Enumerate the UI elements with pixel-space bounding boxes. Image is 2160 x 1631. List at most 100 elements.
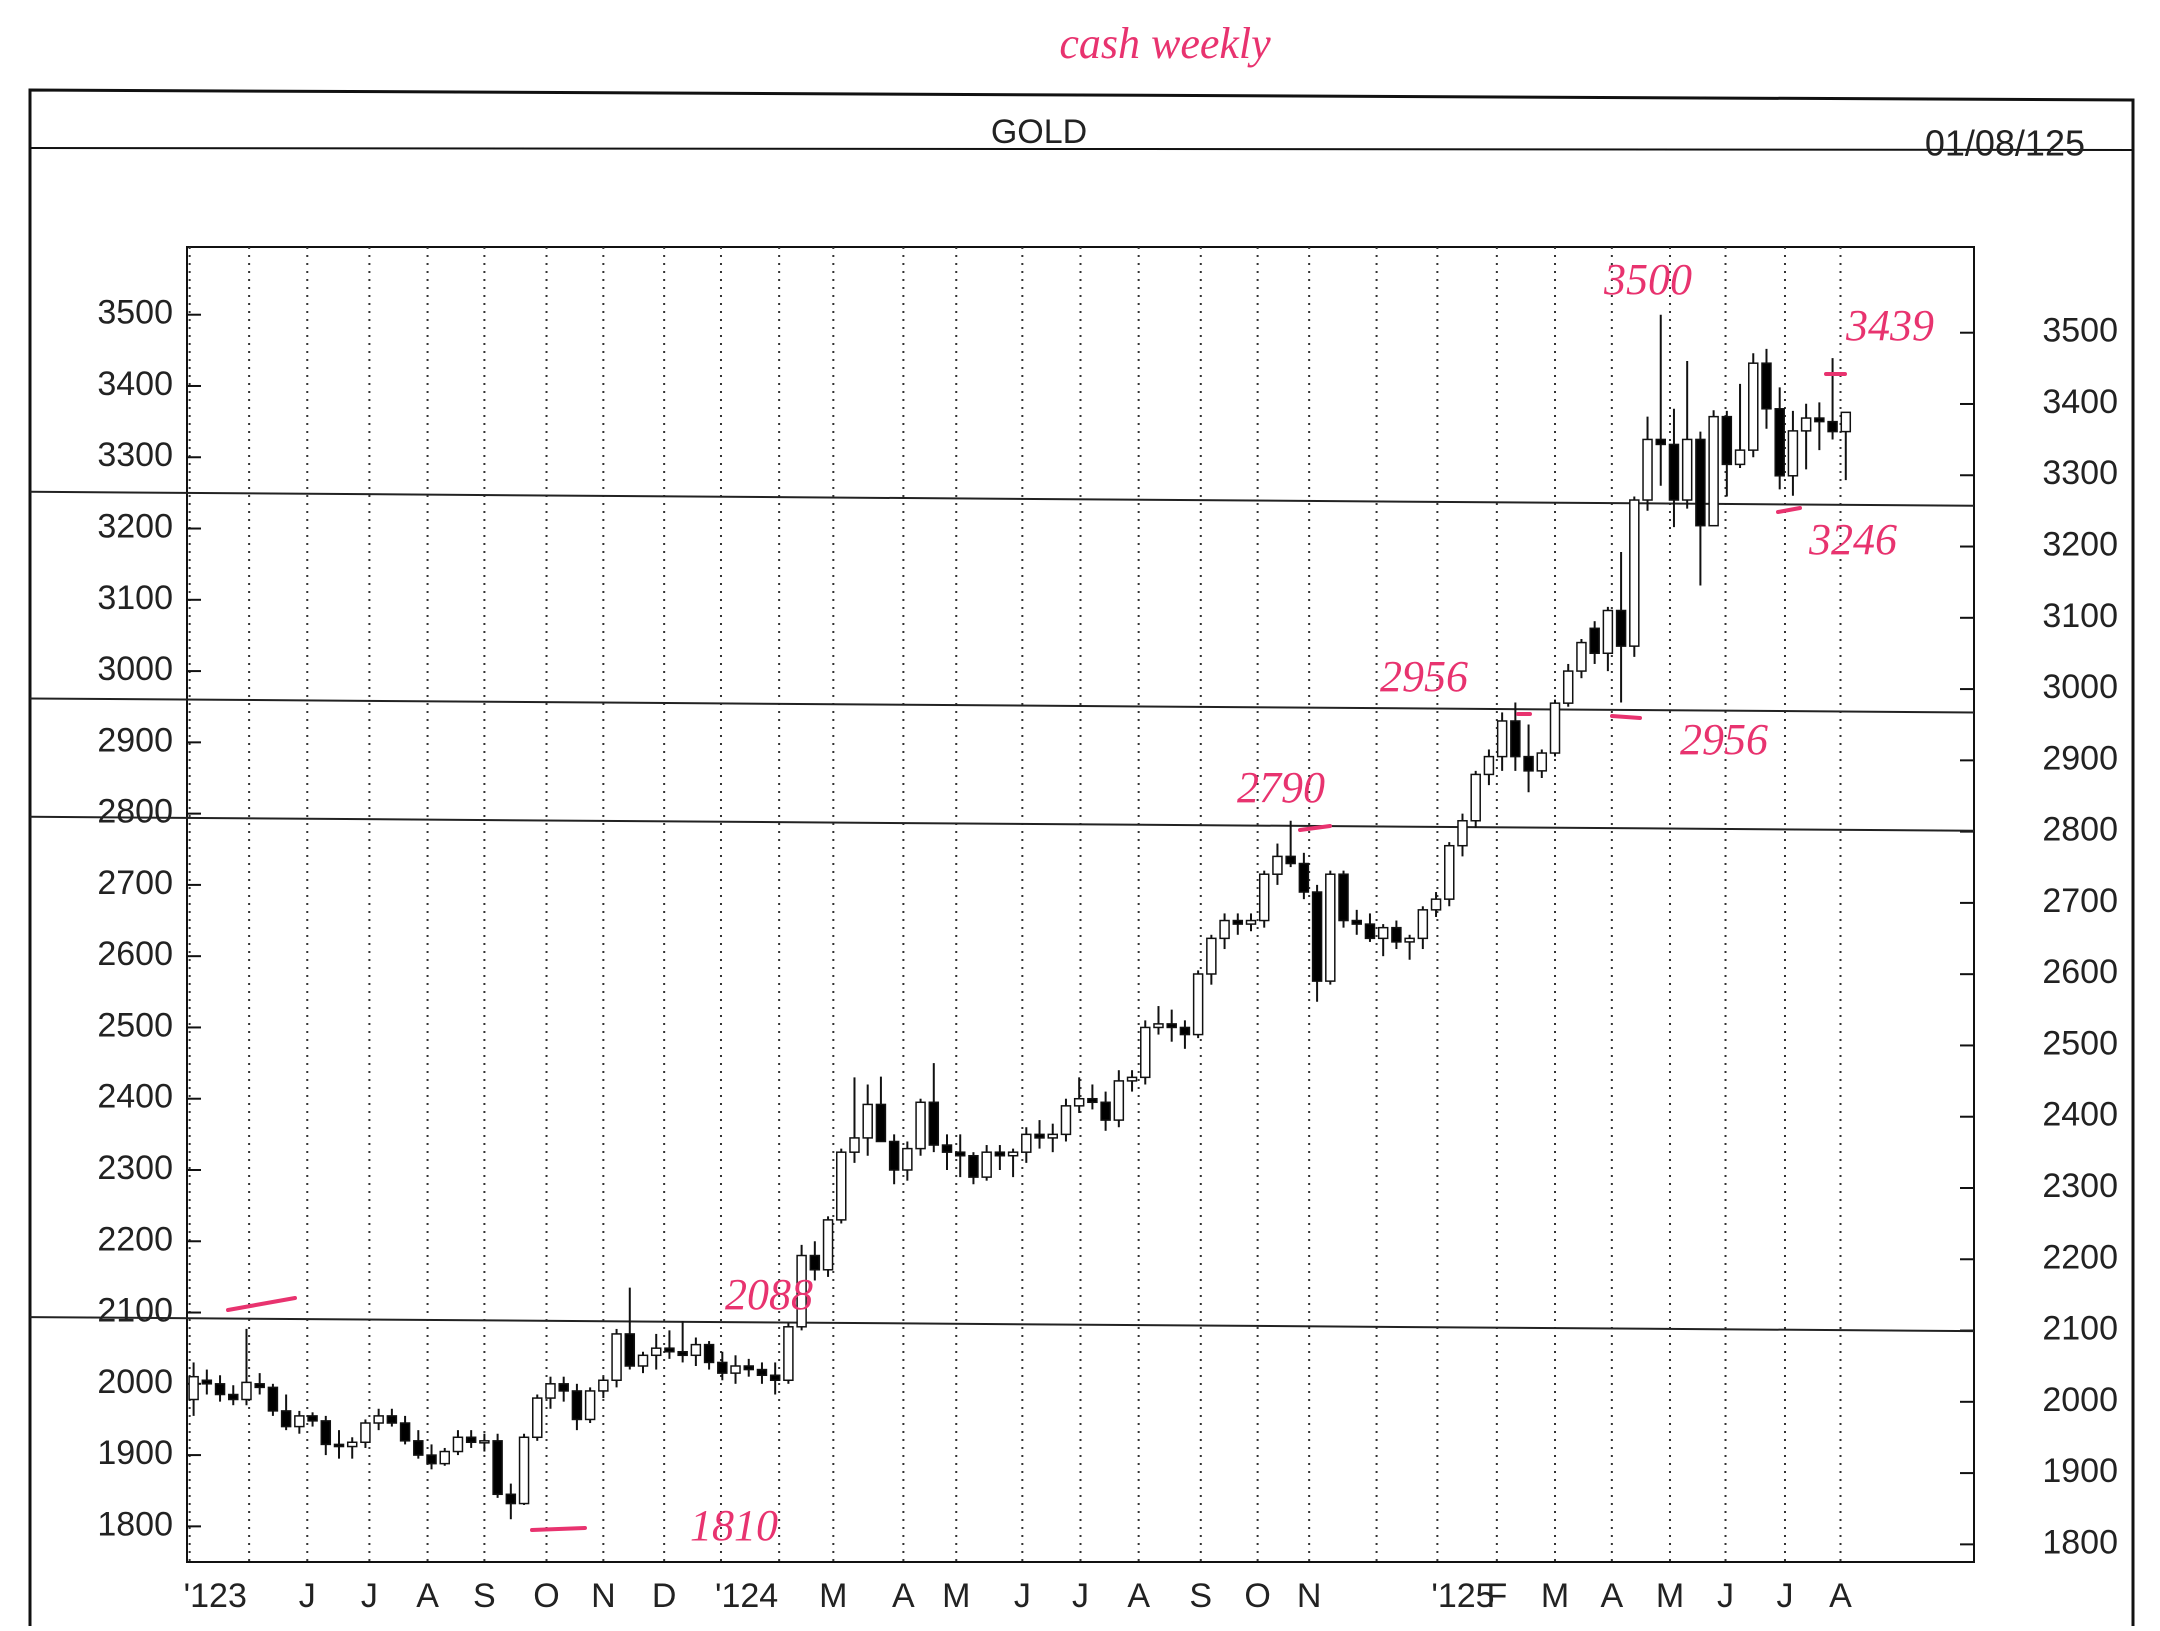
candle-body xyxy=(1060,1105,1072,1136)
candle-body xyxy=(703,1343,715,1364)
candle-body xyxy=(267,1386,279,1412)
candle-body xyxy=(954,1151,966,1157)
x-tick-label: J xyxy=(299,1577,316,1615)
y-tick-label: 2500 xyxy=(2042,1024,2118,1062)
x-tick-label: J xyxy=(361,1577,378,1615)
frame xyxy=(28,88,2135,1626)
candle-body xyxy=(1761,362,1772,410)
y-tick-label: 3100 xyxy=(2042,597,2118,635)
level-line xyxy=(29,815,1975,832)
y-tick-label: 2800 xyxy=(2042,811,2118,849)
y-tick-label: 2300 xyxy=(2042,1167,2118,1205)
x-tick-label: S xyxy=(1189,1577,1212,1615)
y-tick-label: 1900 xyxy=(2042,1452,2118,1490)
y-tick-label: 2600 xyxy=(2042,953,2118,991)
x-tick-label: J xyxy=(1014,1577,1031,1615)
candle-body xyxy=(664,1347,675,1353)
y-tick-label: 2200 xyxy=(2042,1238,2118,1276)
y-tick-label: 2400 xyxy=(97,1078,173,1116)
y-tick-label: 2700 xyxy=(97,864,173,902)
candle-body xyxy=(1430,898,1442,911)
y-tick-label: 2100 xyxy=(97,1292,173,1330)
y-tick-label: 2400 xyxy=(2042,1096,2118,1134)
candle-body xyxy=(836,1151,847,1221)
y-tick-label: 3200 xyxy=(97,508,173,546)
candle-body xyxy=(1734,449,1746,466)
handwritten-title: cash weekly xyxy=(1059,19,1271,68)
candle-body xyxy=(228,1393,239,1401)
candle-body xyxy=(188,1375,199,1401)
candle-body xyxy=(1523,755,1534,772)
candle-body xyxy=(558,1383,569,1392)
candle-body xyxy=(346,1441,358,1448)
x-tick-label: F xyxy=(1486,1577,1507,1615)
y-tick-label: 3200 xyxy=(2042,526,2118,564)
candle-body xyxy=(1034,1133,1045,1139)
candle-body xyxy=(545,1383,556,1399)
candle-body xyxy=(637,1354,649,1367)
candle-body xyxy=(1351,919,1362,925)
candle-body xyxy=(981,1151,992,1178)
candle-body xyxy=(333,1443,345,1448)
candle-body xyxy=(1073,1097,1085,1107)
candle-body xyxy=(809,1254,821,1271)
candle-body xyxy=(1192,973,1204,1036)
annotation: 2088 xyxy=(725,1270,813,1319)
y-tick-label: 3000 xyxy=(2042,668,2118,706)
candle-body xyxy=(518,1436,530,1505)
candle-body xyxy=(584,1390,596,1421)
candle-body xyxy=(1510,720,1521,758)
y-tick-label: 2900 xyxy=(2042,739,2118,777)
x-tick-label: O xyxy=(1244,1577,1270,1615)
annotation: 3500 xyxy=(1603,255,1692,304)
candle-body xyxy=(717,1361,728,1374)
candle-body xyxy=(928,1101,940,1146)
annotation: 2790 xyxy=(1237,763,1325,812)
candle-body xyxy=(875,1103,887,1143)
y-tick-label: 2900 xyxy=(97,721,173,759)
candle-body xyxy=(1827,420,1838,433)
candle-body xyxy=(611,1333,622,1382)
candle-body xyxy=(1814,417,1825,423)
x-tick-label: S xyxy=(473,1577,496,1615)
candle-body xyxy=(1153,1023,1164,1029)
candle-body xyxy=(690,1343,702,1357)
candle-body xyxy=(1708,415,1719,527)
candle-body xyxy=(1602,609,1614,655)
candle-body xyxy=(532,1397,543,1439)
candle-body xyxy=(1272,855,1283,875)
level-line xyxy=(29,1316,1975,1333)
candle-body xyxy=(307,1415,318,1422)
y-tick-label: 3400 xyxy=(97,365,173,403)
candle-body xyxy=(1655,438,1666,446)
candle-body xyxy=(1298,862,1310,893)
y-tick-label: 1800 xyxy=(2042,1523,2118,1561)
candle-body xyxy=(1021,1133,1032,1153)
candle-body xyxy=(1483,755,1495,776)
candle-body xyxy=(1800,417,1812,432)
candle-body xyxy=(743,1365,754,1371)
candle-body xyxy=(254,1383,265,1389)
candle-body xyxy=(373,1415,384,1424)
candle-body xyxy=(1549,702,1561,754)
candle-body xyxy=(1258,873,1270,922)
x-tick-label: M xyxy=(1656,1577,1684,1615)
candle-body xyxy=(1576,641,1587,672)
annotation-dash xyxy=(530,1526,587,1532)
x-tick-label: D xyxy=(652,1577,677,1615)
candle-body xyxy=(452,1436,464,1453)
candle-body xyxy=(1126,1076,1138,1082)
candle-body xyxy=(1232,919,1244,925)
candle-body xyxy=(1457,820,1468,847)
candle-body xyxy=(796,1254,807,1328)
candle-body xyxy=(677,1350,688,1357)
candle-body xyxy=(413,1440,424,1456)
annotation-dash xyxy=(1610,714,1642,720)
candle-body xyxy=(1206,937,1217,975)
candle-body xyxy=(968,1154,979,1178)
candle-body xyxy=(1470,773,1481,822)
candle-body xyxy=(1391,926,1402,943)
y-tick-label: 2800 xyxy=(97,793,173,831)
y-tick-label: 1900 xyxy=(97,1434,173,1472)
